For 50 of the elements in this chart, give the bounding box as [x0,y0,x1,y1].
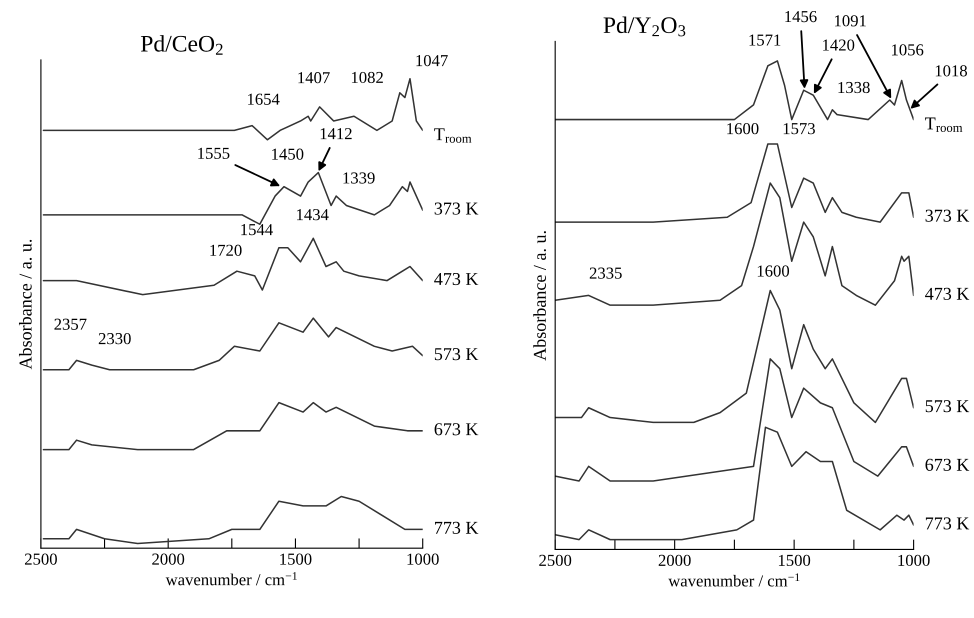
x-tick-label: 1000 [898,554,930,566]
annotation: 1434 [297,209,329,220]
x-tick-label: 1500 [778,554,810,566]
x-tick-label: 2500 [539,554,572,566]
annotation: 1720 [210,244,242,256]
x-tick-label: 1500 [280,554,312,565]
x-tick-label: 2000 [152,554,184,565]
annotation: 2357 [54,318,87,330]
annotation: 1407 [298,72,330,84]
annotation: 1338 [838,82,870,94]
series-label: 673 K [926,458,970,471]
annotation: 1082 [352,72,383,84]
annotation: 1654 [248,94,280,105]
x-tick-label: 2000 [658,554,691,566]
annotation: 2330 [98,333,131,344]
x-tick-label: 1000 [408,554,439,565]
annotation: 1091 [835,15,866,26]
series-label: 373 K [926,210,970,222]
x-tick-label: 2500 [24,554,57,565]
chart-title: Pd/Y$_{2}$O$_{3}$ [604,16,686,36]
annotation: 1047 [416,54,448,66]
annotation: 1412 [320,128,352,140]
annotation: 1450 [272,148,304,160]
x-axis-title: wavenumber / cm$^{−1}$ [166,572,297,586]
annotation: 1600 [727,123,758,134]
series-label: 573 K [926,400,970,412]
series-label: T$_{room}$ [925,118,962,132]
annotation: 1420 [823,39,854,51]
annotation: 2335 [590,268,622,279]
series-label: 573 K [434,348,478,360]
y-axis-title: Absorbance / a. u. [18,240,32,370]
y-axis-title: Absorbance / a. u. [533,231,546,361]
series-label: 473 K [434,272,478,286]
annotation: 1555 [198,148,230,159]
annotation: 1544 [241,224,273,236]
x-axis-title: wavenumber / cm$^{−1}$ [668,573,800,587]
annotation: 1056 [892,44,924,56]
chart-title: Pd/CeO$_{2}$ [140,35,223,55]
series-label: 673 K [434,423,478,436]
series-label: 773 K [926,517,970,530]
annotation: 1456 [785,11,817,22]
series-label: 373 K [434,202,478,215]
annotation: 1339 [343,172,375,184]
series-label: 773 K [435,522,478,534]
series-label: T$_{room}$ [434,128,472,143]
annotation: 1600 [758,265,790,277]
series-label: 473 K [925,288,970,300]
annotation: 1571 [749,34,780,46]
annotation: 1018 [936,65,968,76]
annotation: 1573 [784,123,815,134]
